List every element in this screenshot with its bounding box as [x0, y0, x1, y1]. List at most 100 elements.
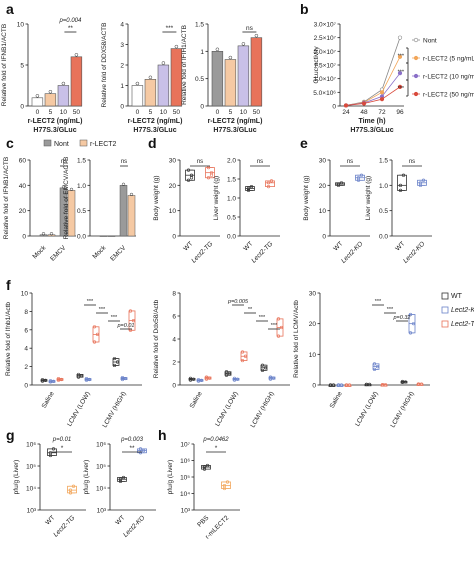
x-tick-label: 5 — [149, 109, 153, 116]
y-tick-label: 1.5×10⁷ — [314, 63, 337, 70]
y-tick-label: 1.0×10⁷ — [314, 76, 337, 83]
y-tick-label: 10⁴ — [180, 491, 190, 498]
x-tick-label: Saline — [329, 390, 344, 409]
significance-stars: ns — [61, 159, 67, 165]
significance-stars: *** — [166, 25, 174, 32]
series-point — [343, 103, 349, 108]
legend-swatch — [441, 320, 449, 328]
data-point — [367, 382, 372, 386]
data-point — [232, 378, 237, 382]
legend-marker — [413, 55, 419, 61]
data-point — [41, 232, 46, 236]
legend-swatch — [79, 139, 88, 147]
data-point — [84, 377, 89, 381]
data-point — [398, 188, 403, 192]
significance-annotation: *** — [375, 299, 382, 305]
legend-label: r-LECT2 (5 ng/mL) — [423, 56, 474, 63]
data-point — [120, 377, 125, 382]
significance-stars: ** — [129, 445, 135, 452]
data-point — [191, 377, 196, 381]
data-point — [131, 319, 136, 323]
y-tick-label: 10⁶ — [26, 442, 36, 449]
y-tick-label: 10 — [169, 208, 177, 215]
data-point — [206, 176, 211, 180]
data-point — [186, 168, 191, 172]
bar — [99, 235, 108, 237]
data-point — [202, 465, 207, 469]
y-tick-label: 20 — [319, 183, 327, 190]
data-point — [398, 183, 403, 187]
y-tick-label: 1.5 — [227, 177, 236, 184]
x-tick-label: LCMV (HIGH) — [389, 391, 415, 430]
data-point — [240, 358, 245, 363]
y-tick-label: 0 — [172, 234, 176, 241]
significance-stars: * — [215, 445, 218, 452]
p-value: p=0.01 — [52, 437, 72, 443]
y-tick-label: 0.0 — [227, 234, 236, 241]
y-tick-label: 0 — [200, 104, 204, 111]
bar — [250, 37, 263, 107]
data-point — [138, 451, 143, 455]
x-tick-label: LCMV (LOW) — [66, 391, 92, 428]
bar — [119, 185, 128, 237]
y-axis-label: pfu/g (Liver) — [83, 460, 90, 495]
data-point — [129, 192, 134, 197]
x-tick-label: 10 — [60, 109, 68, 116]
y-axis-label: Relative fold of LCMV/Actb — [293, 300, 300, 378]
x-tick-label: Lect2-TG — [190, 240, 214, 264]
data-point — [112, 356, 117, 361]
data-point — [112, 363, 117, 368]
data-point — [121, 182, 126, 186]
data-point — [347, 383, 352, 387]
y-tick-label: 10⁵ — [26, 464, 36, 471]
data-point — [204, 377, 209, 381]
x-tick-label: Lect2-KO — [340, 240, 364, 264]
data-point — [186, 178, 191, 182]
significance-stars: *** — [398, 54, 405, 60]
chart-f-3: 0 10 20 30 Relative fold of LCMV/Actb Saline L… — [293, 291, 430, 430]
data-point — [43, 378, 48, 383]
bar — [131, 85, 144, 107]
y-tick-label: 10⁵ — [180, 475, 190, 482]
series-point — [379, 90, 385, 95]
data-point — [356, 176, 361, 180]
data-point — [56, 378, 61, 382]
data-point — [141, 449, 146, 453]
y-tick-label: 10⁴ — [96, 486, 106, 493]
panel-letter-f: f — [6, 277, 11, 293]
y-tick-label: 4 — [24, 346, 28, 353]
y-axis-label: Relative fold of IFNB1/ACTB — [1, 24, 8, 106]
x-tick-label: Mock — [31, 244, 47, 260]
data-point — [196, 379, 201, 383]
data-point — [418, 181, 423, 185]
y-axis-label: Relative fold of DDX58/ACTB — [101, 23, 108, 108]
data-point — [118, 479, 123, 483]
y-tick-label: 20 — [19, 208, 27, 215]
data-point — [224, 373, 229, 377]
x-tick-label: 0 — [216, 109, 220, 116]
data-point — [266, 181, 271, 185]
panel-letter-g: g — [6, 427, 15, 443]
data-point — [228, 55, 233, 60]
bar — [107, 235, 116, 237]
y-tick-label: 6 — [172, 314, 176, 321]
y-tick-label: 4 — [120, 22, 124, 29]
data-point — [359, 173, 364, 177]
y-tick-label: 30 — [309, 291, 317, 298]
series-point — [397, 54, 403, 59]
y-axis-label: Body weight (g) — [303, 175, 310, 220]
data-point — [227, 371, 232, 376]
x-tick-label: 96 — [396, 109, 404, 116]
y-tick-label: 10⁴ — [26, 486, 36, 493]
y-tick-label: 0 — [312, 383, 316, 390]
data-point — [48, 379, 53, 383]
chart-a-3: 0 0.5 1 1.5 Relative fold of IFIH1/ACTB 0 5 10 5… — [181, 22, 262, 135]
p-value: p=0.004 — [58, 18, 82, 24]
x-tick-label: Lect2-TG — [52, 514, 76, 538]
bar — [224, 59, 237, 107]
x-tick-label: LCMV (HIGH) — [101, 391, 127, 430]
significance-annotation: *** — [99, 307, 106, 313]
significance-annotation: *** — [271, 323, 278, 329]
